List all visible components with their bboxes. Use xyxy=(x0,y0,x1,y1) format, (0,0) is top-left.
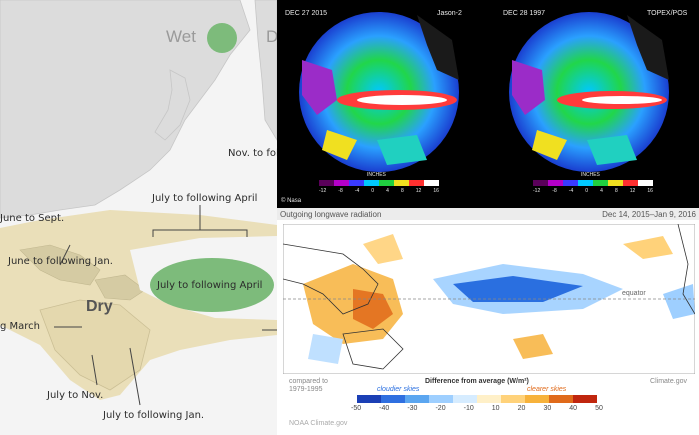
olr-tick: 30 xyxy=(543,405,552,412)
coastline-americas xyxy=(677,224,695,315)
cloudy-sky-core xyxy=(453,276,583,302)
tick: -4 xyxy=(354,188,360,194)
nasa-credit: © Nasa xyxy=(281,198,302,204)
globes-graphic xyxy=(299,12,669,172)
clear-sky-southeast xyxy=(513,334,553,359)
annotation-june-sept: June to Sept. xyxy=(0,213,65,224)
asia-landmass xyxy=(0,0,251,219)
globe-left-units: INCHES xyxy=(367,172,386,178)
olr-anomaly-map: Outgoing longwave radiation Dec 14, 2015… xyxy=(277,208,699,435)
australia-landmass xyxy=(39,299,151,391)
tick: 8 xyxy=(400,188,404,194)
olr-legend-title: Difference from average (W/m²) xyxy=(425,378,529,385)
tick: 4 xyxy=(600,188,603,194)
tick: 16 xyxy=(647,188,653,194)
olr-tick: 10 xyxy=(491,405,500,412)
cloudy-sky-south xyxy=(308,334,343,364)
clear-sky-east xyxy=(623,236,673,259)
globe-right-units: INCHES xyxy=(581,172,600,178)
annotation-july-nov: July to Nov. xyxy=(47,390,104,401)
globe-left-colorbar xyxy=(319,180,439,186)
olr-header xyxy=(277,208,699,220)
globe-2015 xyxy=(299,12,459,172)
annotation-july-april-wet: July to following April xyxy=(157,280,263,291)
annotation-july-april-top: July to following April xyxy=(152,193,258,204)
tick: 4 xyxy=(386,188,389,194)
tick: -12 xyxy=(319,188,327,194)
japan-landmass xyxy=(154,69,191,141)
olr-tick: 20 xyxy=(517,405,526,412)
olr-map-graphic xyxy=(283,224,695,374)
tick: -8 xyxy=(338,188,343,194)
olr-title: Outgoing longwave radiation xyxy=(280,210,382,219)
cloudy-sky-east xyxy=(663,284,695,319)
sea-level-globes: DEC 27 2015 Jason-2 DEC 28 1997 TOPEX/PO… xyxy=(277,0,699,208)
equator-label: equator xyxy=(622,290,646,297)
wet-legend-swatch xyxy=(207,23,237,53)
olr-tick: -10 xyxy=(463,405,474,412)
noaa-source: NOAA Climate.gov xyxy=(289,420,348,427)
annotation-july-jan: July to following Jan. xyxy=(103,410,205,421)
globe-1997 xyxy=(509,12,669,172)
climate-credit: Climate.gov xyxy=(650,378,687,385)
tick: -12 xyxy=(533,188,541,194)
map-graphic xyxy=(0,0,277,435)
legend-wet-label: Wet xyxy=(166,27,196,46)
clear-sky-north xyxy=(363,234,403,264)
olr-tick: -20 xyxy=(435,405,446,412)
cloudier-label: cloudier skies xyxy=(377,386,420,393)
enso-impact-map: Wet D Nov. to fol July to following Apri… xyxy=(0,0,277,435)
tick: -4 xyxy=(568,188,574,194)
olr-tick: 50 xyxy=(595,405,603,412)
tick: 8 xyxy=(614,188,618,194)
globe-left-date: DEC 27 2015 xyxy=(285,10,328,17)
globe-right-mission: TOPEX/POS xyxy=(647,10,688,17)
annotation-nov: Nov. to fol xyxy=(228,148,277,159)
globe-right-ticks: -12 -8 -4 0 4 8 12 16 xyxy=(533,188,653,194)
tick: 16 xyxy=(433,188,439,194)
wet-region xyxy=(150,258,274,312)
legend-dry-label: D xyxy=(266,27,277,46)
baseline-label: 1979-1995 xyxy=(289,386,323,393)
compared-to-label: compared to xyxy=(289,378,328,385)
clearer-label: clearer skies xyxy=(527,386,567,393)
tick: 0 xyxy=(585,188,589,194)
tick: 0 xyxy=(371,188,375,194)
north-america-edge xyxy=(254,0,277,141)
globe-right-date: DEC 28 1997 xyxy=(503,10,546,17)
olr-tick: 40 xyxy=(569,405,578,412)
globe-left-ticks: -12 -8 -4 0 4 8 12 16 xyxy=(319,188,439,194)
coastline-australia xyxy=(342,328,404,370)
globe-left-mission: Jason-2 xyxy=(437,10,462,17)
globe-right-colorbar xyxy=(533,180,653,186)
olr-date-range: Dec 14, 2015–Jan 9, 2016 xyxy=(602,210,696,219)
olr-tick: -40 xyxy=(379,405,390,412)
olr-tick: -30 xyxy=(407,405,418,412)
olr-tick: -50 xyxy=(351,405,362,412)
annotation-june-jan: June to following Jan. xyxy=(8,256,113,267)
annotation-march: g March xyxy=(0,321,41,332)
maritime-continent xyxy=(19,244,146,301)
olr-colorbar xyxy=(357,395,597,403)
tick: -8 xyxy=(552,188,557,194)
coastline-asia xyxy=(283,243,379,315)
dry-label: Dry xyxy=(86,298,113,315)
tick: 12 xyxy=(629,188,636,194)
olr-tick-labels: -50 -40 -30 -20 -10 10 20 30 40 50 xyxy=(351,405,603,412)
tick: 12 xyxy=(415,188,422,194)
